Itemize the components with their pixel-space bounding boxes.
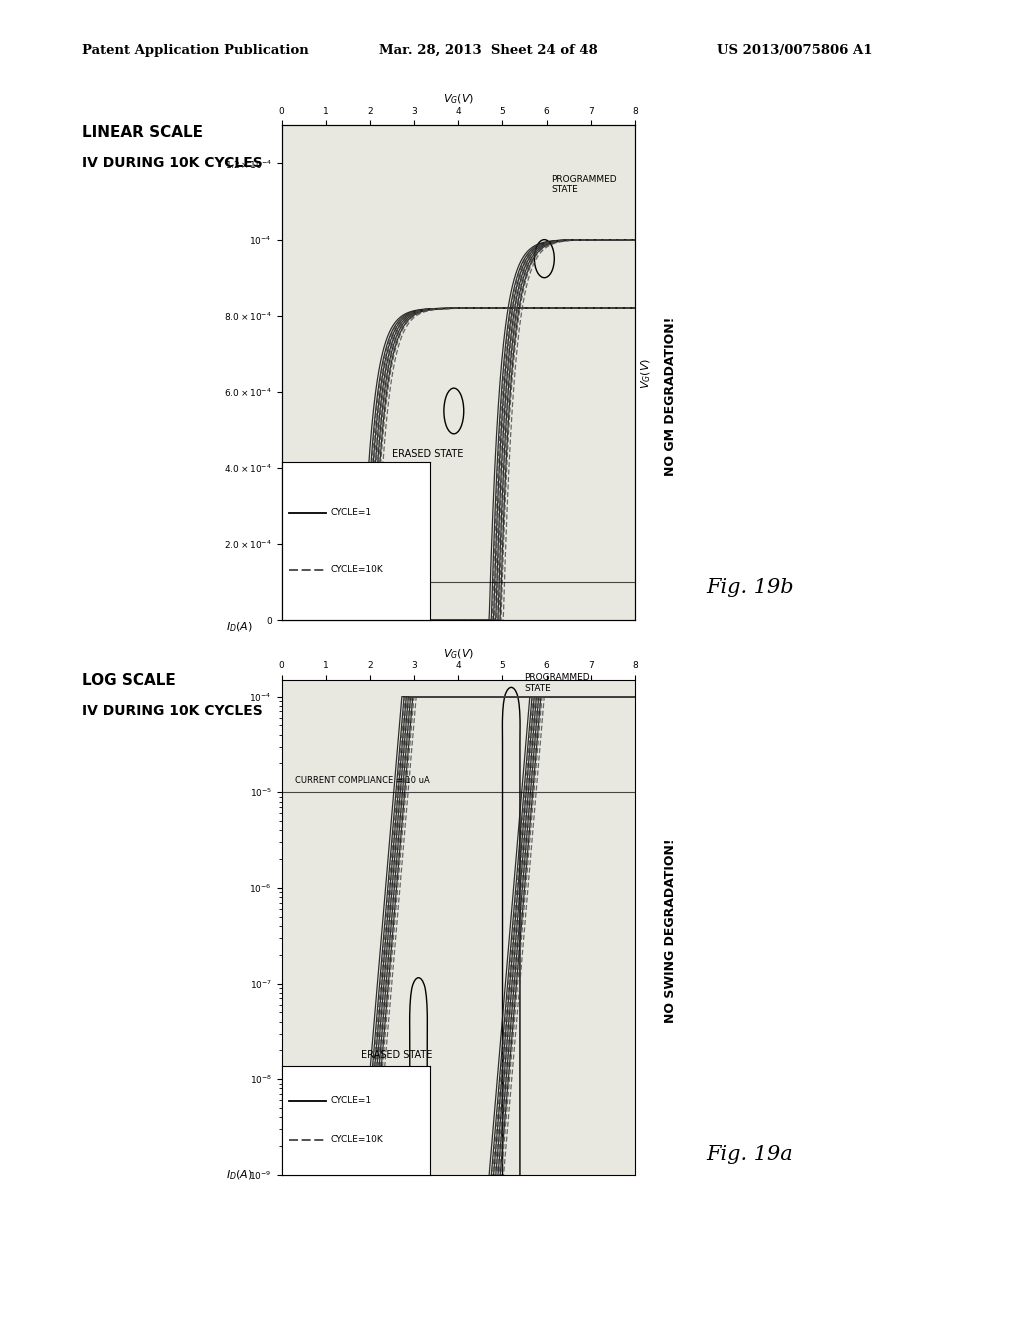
Text: IV DURING 10K CYCLES: IV DURING 10K CYCLES <box>82 704 263 718</box>
Text: $I_D(A)$: $I_D(A)$ <box>226 1168 253 1181</box>
Text: $I_D(A)$: $I_D(A)$ <box>226 620 253 634</box>
Text: LOG SCALE: LOG SCALE <box>82 673 176 688</box>
Text: NO SWING DEGRADATION!: NO SWING DEGRADATION! <box>665 838 677 1023</box>
Text: US 2013/0075806 A1: US 2013/0075806 A1 <box>717 44 872 57</box>
Text: NO GM DEGRADATION!: NO GM DEGRADATION! <box>665 317 677 475</box>
Text: Patent Application Publication: Patent Application Publication <box>82 44 308 57</box>
Text: ERASED STATE: ERASED STATE <box>392 449 464 459</box>
Text: IV DURING 10K CYCLES: IV DURING 10K CYCLES <box>82 156 263 170</box>
Text: Mar. 28, 2013  Sheet 24 of 48: Mar. 28, 2013 Sheet 24 of 48 <box>379 44 598 57</box>
Text: ERASED STATE: ERASED STATE <box>361 1051 432 1060</box>
Text: Fig. 19b: Fig. 19b <box>707 578 795 597</box>
Y-axis label: $V_G(V)$: $V_G(V)$ <box>639 358 652 388</box>
Text: PROGRAMMED
STATE: PROGRAMMED STATE <box>551 174 616 194</box>
Text: CURRENT COMPLIANCE = 10 uA: CURRENT COMPLIANCE = 10 uA <box>295 776 430 784</box>
X-axis label: $V_G(V)$: $V_G(V)$ <box>442 92 474 107</box>
Text: Fig. 19a: Fig. 19a <box>707 1146 794 1164</box>
Text: LINEAR SCALE: LINEAR SCALE <box>82 125 203 140</box>
X-axis label: $V_G(V)$: $V_G(V)$ <box>442 647 474 661</box>
Text: PROGRAMMED
STATE: PROGRAMMED STATE <box>524 673 590 693</box>
Text: CURRENT COMPLIANCE = 10 uA: CURRENT COMPLIANCE = 10 uA <box>295 570 430 579</box>
